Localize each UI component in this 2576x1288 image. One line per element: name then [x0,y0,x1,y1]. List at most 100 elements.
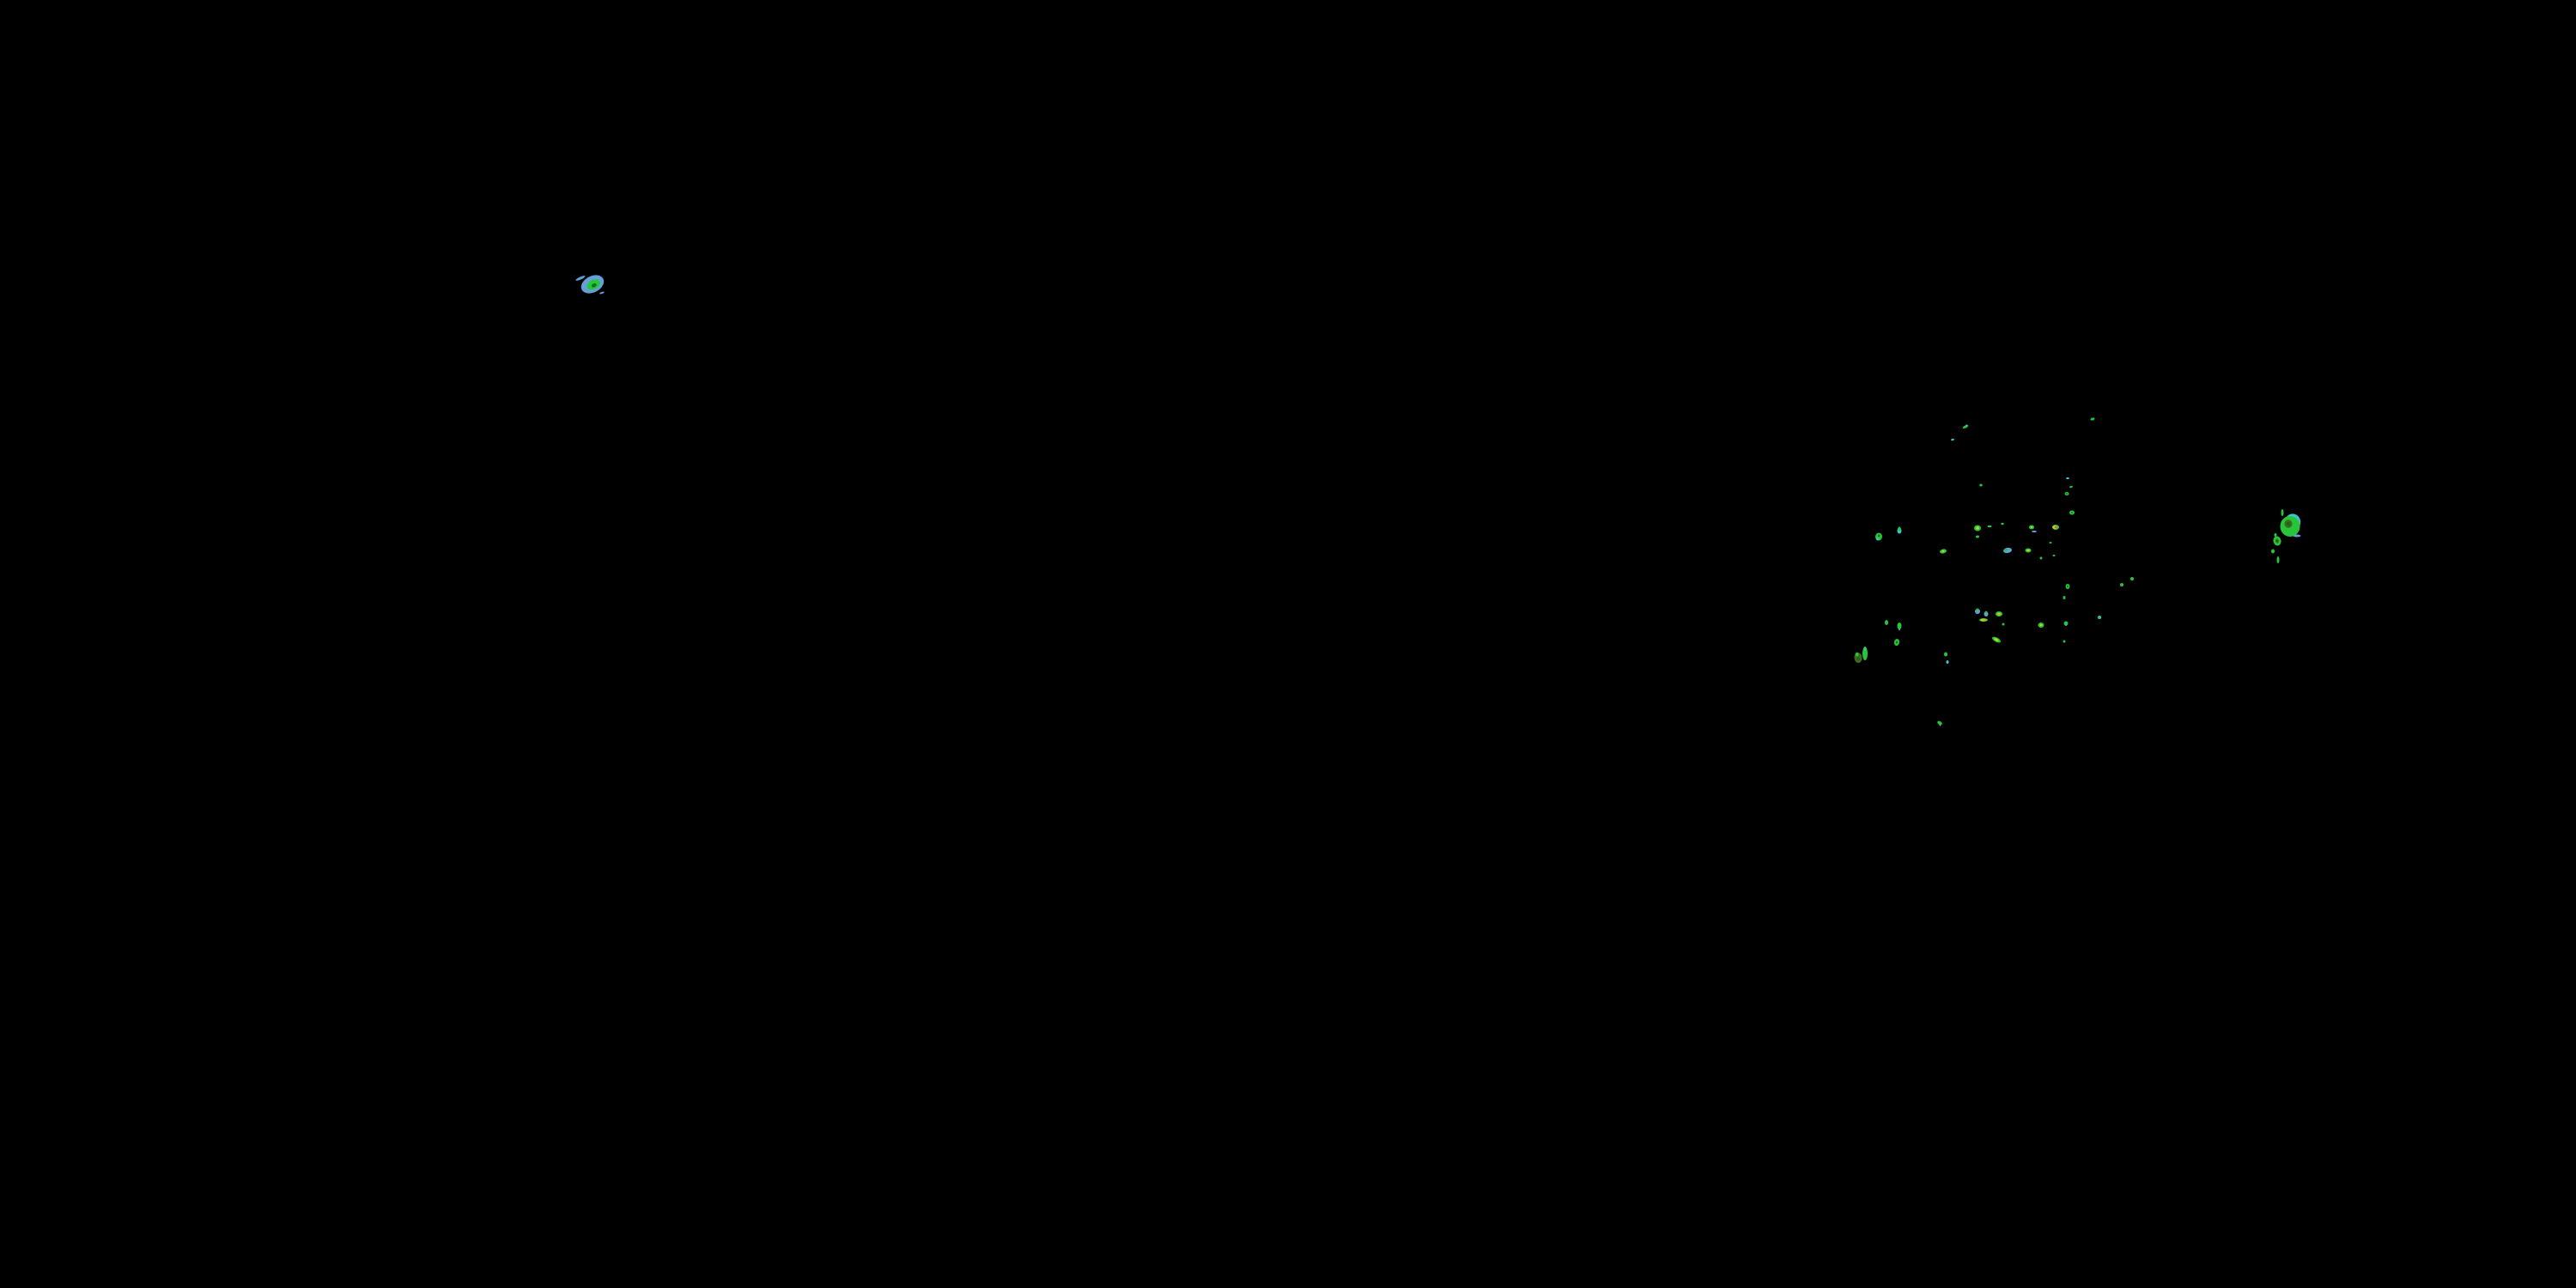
radar-echo [1962,424,1969,429]
radar-echo-layer-blue [575,276,586,281]
radar-echo-layer-cyan [2008,550,2011,552]
radar-echo [2276,556,2280,563]
radar-echo-layer-green [2063,621,2069,626]
radar-echo-layer-green [2276,556,2280,563]
radar-echo [1874,532,1883,541]
radar-echo-layer-cyan [1951,438,1954,441]
radar-echo-layer-yellow [1976,526,1979,530]
radar-echo-layer-green [2001,522,2004,526]
radar-echo-layer-cyan [2066,477,2069,479]
radar-echo-layer-blue [2293,534,2301,538]
radar-echo-layer-dark_green [591,283,597,288]
radar-echo [1996,611,2002,617]
radar-echo-layer-yellow [1941,550,1945,553]
radar-echo [2274,533,2277,537]
radar-echo-layer-yellow [2039,623,2043,627]
radar-echo [2038,623,2044,628]
radar-echo [1975,608,1980,614]
radar-echo-layer-green [2063,596,2066,599]
radar-echo [1893,639,1900,646]
radar-echo-layer-dark_green [2067,585,2069,588]
radar-echo [2293,534,2301,538]
radar-echo-layer-green [2120,583,2123,586]
radar-echo-layer-cyan [1965,424,1968,427]
radar-echo [2090,417,2095,421]
radar-echo-layer-blue [1939,724,1941,726]
radar-echo [1885,620,1888,625]
radar-echo-layer-green [2281,509,2284,516]
radar-echo [1951,438,1954,441]
radar-echo-layer-dark_green [2275,539,2279,543]
radar-echo-layer-dark_green [2286,521,2291,526]
radar-echo [2063,640,2066,643]
radar-echo [1944,652,1947,657]
radar-echo-layer-green [2274,533,2277,537]
radar-echo-layer-green [1984,611,1988,614]
radar-echo-layer-dark_green [2070,512,2074,513]
radar-echo [2273,536,2281,546]
radar-echo [1979,618,1988,622]
radar-echo-layer-green [2003,548,2008,551]
radar-echo-layer-green [2039,556,2043,560]
radar-echo-layer-green [1944,652,1947,657]
radar-echo [2052,555,2056,556]
radar-echo [2029,525,2034,530]
radar-echo [1937,720,1942,726]
radar-echo [2032,531,2037,532]
radar-echo [2003,547,2012,554]
radar-echo-layer-blue [2057,526,2059,528]
radar-echo [2039,556,2043,560]
radar-echo-layer-green [2271,549,2275,554]
radar-echo-layer-dark_green [1856,656,1860,661]
radar-echo-layer-green [1897,623,1902,629]
radar-echo [1862,647,1868,660]
radar-echo-layer-green [1855,652,1859,657]
radar-echo-layer-green [1979,483,1983,487]
radar-echo [1897,623,1902,631]
radar-echo-layer-green [1976,535,1979,538]
radar-echo-layer-yellow [2030,526,2033,528]
radar-echo-layer-green [2097,616,2100,619]
radar-echo [2063,596,2066,599]
radar-echo-layer-green [1898,526,1901,532]
radar-echo-layer-cyan [1946,660,1949,664]
radar-echo [1897,526,1902,534]
radar-echo-layer-blue [1975,609,1980,614]
radar-echo [1940,549,1947,554]
radar-echo [2097,616,2101,619]
radar-echo [1992,636,2001,643]
radar-echo [2130,577,2134,580]
radar-echo-layer-dark_green [2066,493,2068,495]
radar-echo-layer-green [1976,608,1979,611]
radar-echo [2281,509,2284,516]
radar-echo-layer-blue [2032,531,2037,532]
radar-echo-layer-red [2054,526,2057,529]
radar-echo-layer-green [1862,647,1868,660]
radar-echo [2001,522,2004,526]
radar-echo-layer-blue [1899,628,1900,631]
radar-echo-layer-green [1937,720,1942,726]
radar-echo-layer-dark_green [1895,641,1899,644]
radar-echo [2069,485,2073,489]
radar-echo [1974,525,1981,532]
radar-echo-layer-blue [1984,611,1989,617]
radar-echo [580,275,605,294]
radar-echo-layer-green [2049,542,2052,544]
radar-echo-layer-green [2002,623,2005,626]
radar-echo-layer-yellow [1994,638,1999,641]
radar-echo-layer-yellow [2026,549,2030,552]
radar-echo [1854,652,1862,663]
radar-echo [575,276,586,281]
radar-echo-layer-orange [1998,613,2000,615]
radar-echo-layer-green [2063,640,2066,643]
radar-echo [1976,535,1979,538]
radar-echo-layer-cyan [1876,538,1879,541]
radar-echo [2002,623,2005,626]
radar-echo [2065,584,2070,589]
radar-echo-layer-green [2052,555,2056,556]
radar-echo-layer-green [2069,485,2073,489]
radar-echo-layer-orange [1983,619,1986,621]
radar-echo-layer-green [1962,424,1969,429]
